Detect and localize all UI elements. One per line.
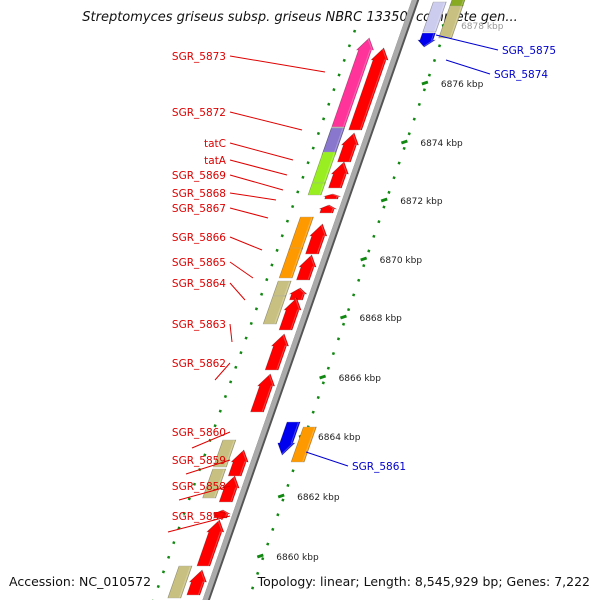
gene-label: SGR_5862 <box>172 358 226 370</box>
gene-label: tatA <box>204 155 227 167</box>
leader-line <box>445 59 491 75</box>
gene-label: SGR_5858 <box>172 481 226 493</box>
gene-label: SGR_5865 <box>172 257 226 269</box>
cds-tatc <box>326 161 349 189</box>
scale-tick <box>277 493 285 499</box>
gene-label: SGR_5867 <box>172 203 226 215</box>
cds-sgr-5862 <box>262 333 289 371</box>
cds-sgr-5865 <box>294 254 317 281</box>
scale-ticks: 6860 kbp 6862 kbp 6864 kbp 6866 kbp 6868 kbp… <box>256 22 504 563</box>
cds-sgr-5861 <box>289 426 317 463</box>
scale-label: 6864 kbp <box>318 433 361 443</box>
leader-line <box>178 485 231 501</box>
leader-line <box>229 261 254 279</box>
gene-sgr-5859 <box>201 468 227 499</box>
gene-sgr-5857 <box>166 565 193 599</box>
cds-sgr-5873 <box>346 47 389 131</box>
cds-sgr-5856 <box>184 569 207 596</box>
scale-tick <box>421 80 429 86</box>
scale-label: 6860 kbp <box>276 553 319 563</box>
backbone <box>202 0 420 600</box>
gene-label: SGR_5861 <box>352 461 406 473</box>
scale-tick <box>380 197 388 203</box>
scale-tick <box>319 374 327 380</box>
gene-label: SGR_5868 <box>172 188 226 200</box>
gene-labels: SGR_5873 SGR_5872 tatC tatA SGR_5869 SGR_5868… <box>172 45 556 523</box>
outer-forward-track <box>152 29 357 600</box>
cds-sgr-5862b <box>248 373 276 413</box>
accession-text: Accession: NC_010572 <box>9 574 152 589</box>
scale-label: 6874 kbp <box>420 139 463 149</box>
cds-sgr-5866 <box>303 223 328 255</box>
leader-line <box>229 192 277 201</box>
gene-label: SGR_5857 <box>172 511 226 523</box>
leader-line <box>214 362 231 381</box>
genome-summary-text: Topology: linear; Length: 8,545,929 bp; … <box>257 574 590 589</box>
leader-line <box>229 174 284 191</box>
scale-label: 6872 kbp <box>400 197 443 207</box>
gene-sgr-5865 <box>277 247 304 279</box>
scale-tick <box>256 553 264 559</box>
gene-label: SGR_5863 <box>172 319 226 331</box>
cds-sgr-5864 <box>287 287 308 301</box>
leader-line <box>167 515 231 533</box>
gene-label: SGR_5860 <box>172 427 226 439</box>
leader-line <box>229 159 288 176</box>
scale-label: 6876 kbp <box>441 80 484 90</box>
cds-sgr-5863 <box>276 297 302 331</box>
scale-label: 6870 kbp <box>380 256 423 266</box>
scale-label: 6862 kbp <box>297 493 340 503</box>
leader-line <box>229 282 246 301</box>
gene-label: SGR_5864 <box>172 278 226 290</box>
gene-sgr-5874-top <box>448 0 466 7</box>
leader-line <box>229 55 326 73</box>
cds-sgr-5858 <box>211 509 232 519</box>
leader-line <box>229 142 294 161</box>
leader-line <box>435 34 499 51</box>
gene-label: SGR_5859 <box>172 455 226 467</box>
scale-label: 6878 kbp <box>461 22 504 32</box>
gene-label: SGR_5873 <box>172 51 226 63</box>
scale-label: 6868 kbp <box>359 314 402 324</box>
leader-line <box>185 459 231 475</box>
gene-sgr-5860 <box>211 439 237 468</box>
leader-line <box>229 111 303 131</box>
gene-label: SGR_5875 <box>502 45 556 57</box>
gene-tata <box>306 182 326 196</box>
leader-line <box>229 323 233 343</box>
gene-label: SGR_5874 <box>494 69 548 81</box>
gene-sgr-5861 <box>275 421 301 456</box>
leader-line <box>305 451 349 467</box>
scale-label: 6866 kbp <box>339 374 382 384</box>
gene-features <box>166 0 466 599</box>
gene-label: SGR_5869 <box>172 170 226 182</box>
cds-sgr-5869 <box>317 204 338 214</box>
gene-sgr-5875 <box>421 1 447 33</box>
scale-tick <box>339 314 347 320</box>
leader-line <box>229 236 263 251</box>
label-leaders <box>167 34 499 533</box>
cds-tata <box>322 193 341 200</box>
backbone-line <box>202 0 418 600</box>
gene-label: tatC <box>204 138 226 150</box>
cds-sgr-5875 <box>415 32 437 48</box>
scale-tick <box>400 139 408 145</box>
leader-line <box>191 431 231 449</box>
leader-line <box>229 207 269 219</box>
gene-label: SGR_5872 <box>172 107 226 119</box>
gene-sgr-5863 <box>261 295 287 325</box>
cds-sgr-5857 <box>194 519 225 567</box>
gene-label: SGR_5866 <box>172 232 226 244</box>
scale-tick <box>360 256 368 262</box>
